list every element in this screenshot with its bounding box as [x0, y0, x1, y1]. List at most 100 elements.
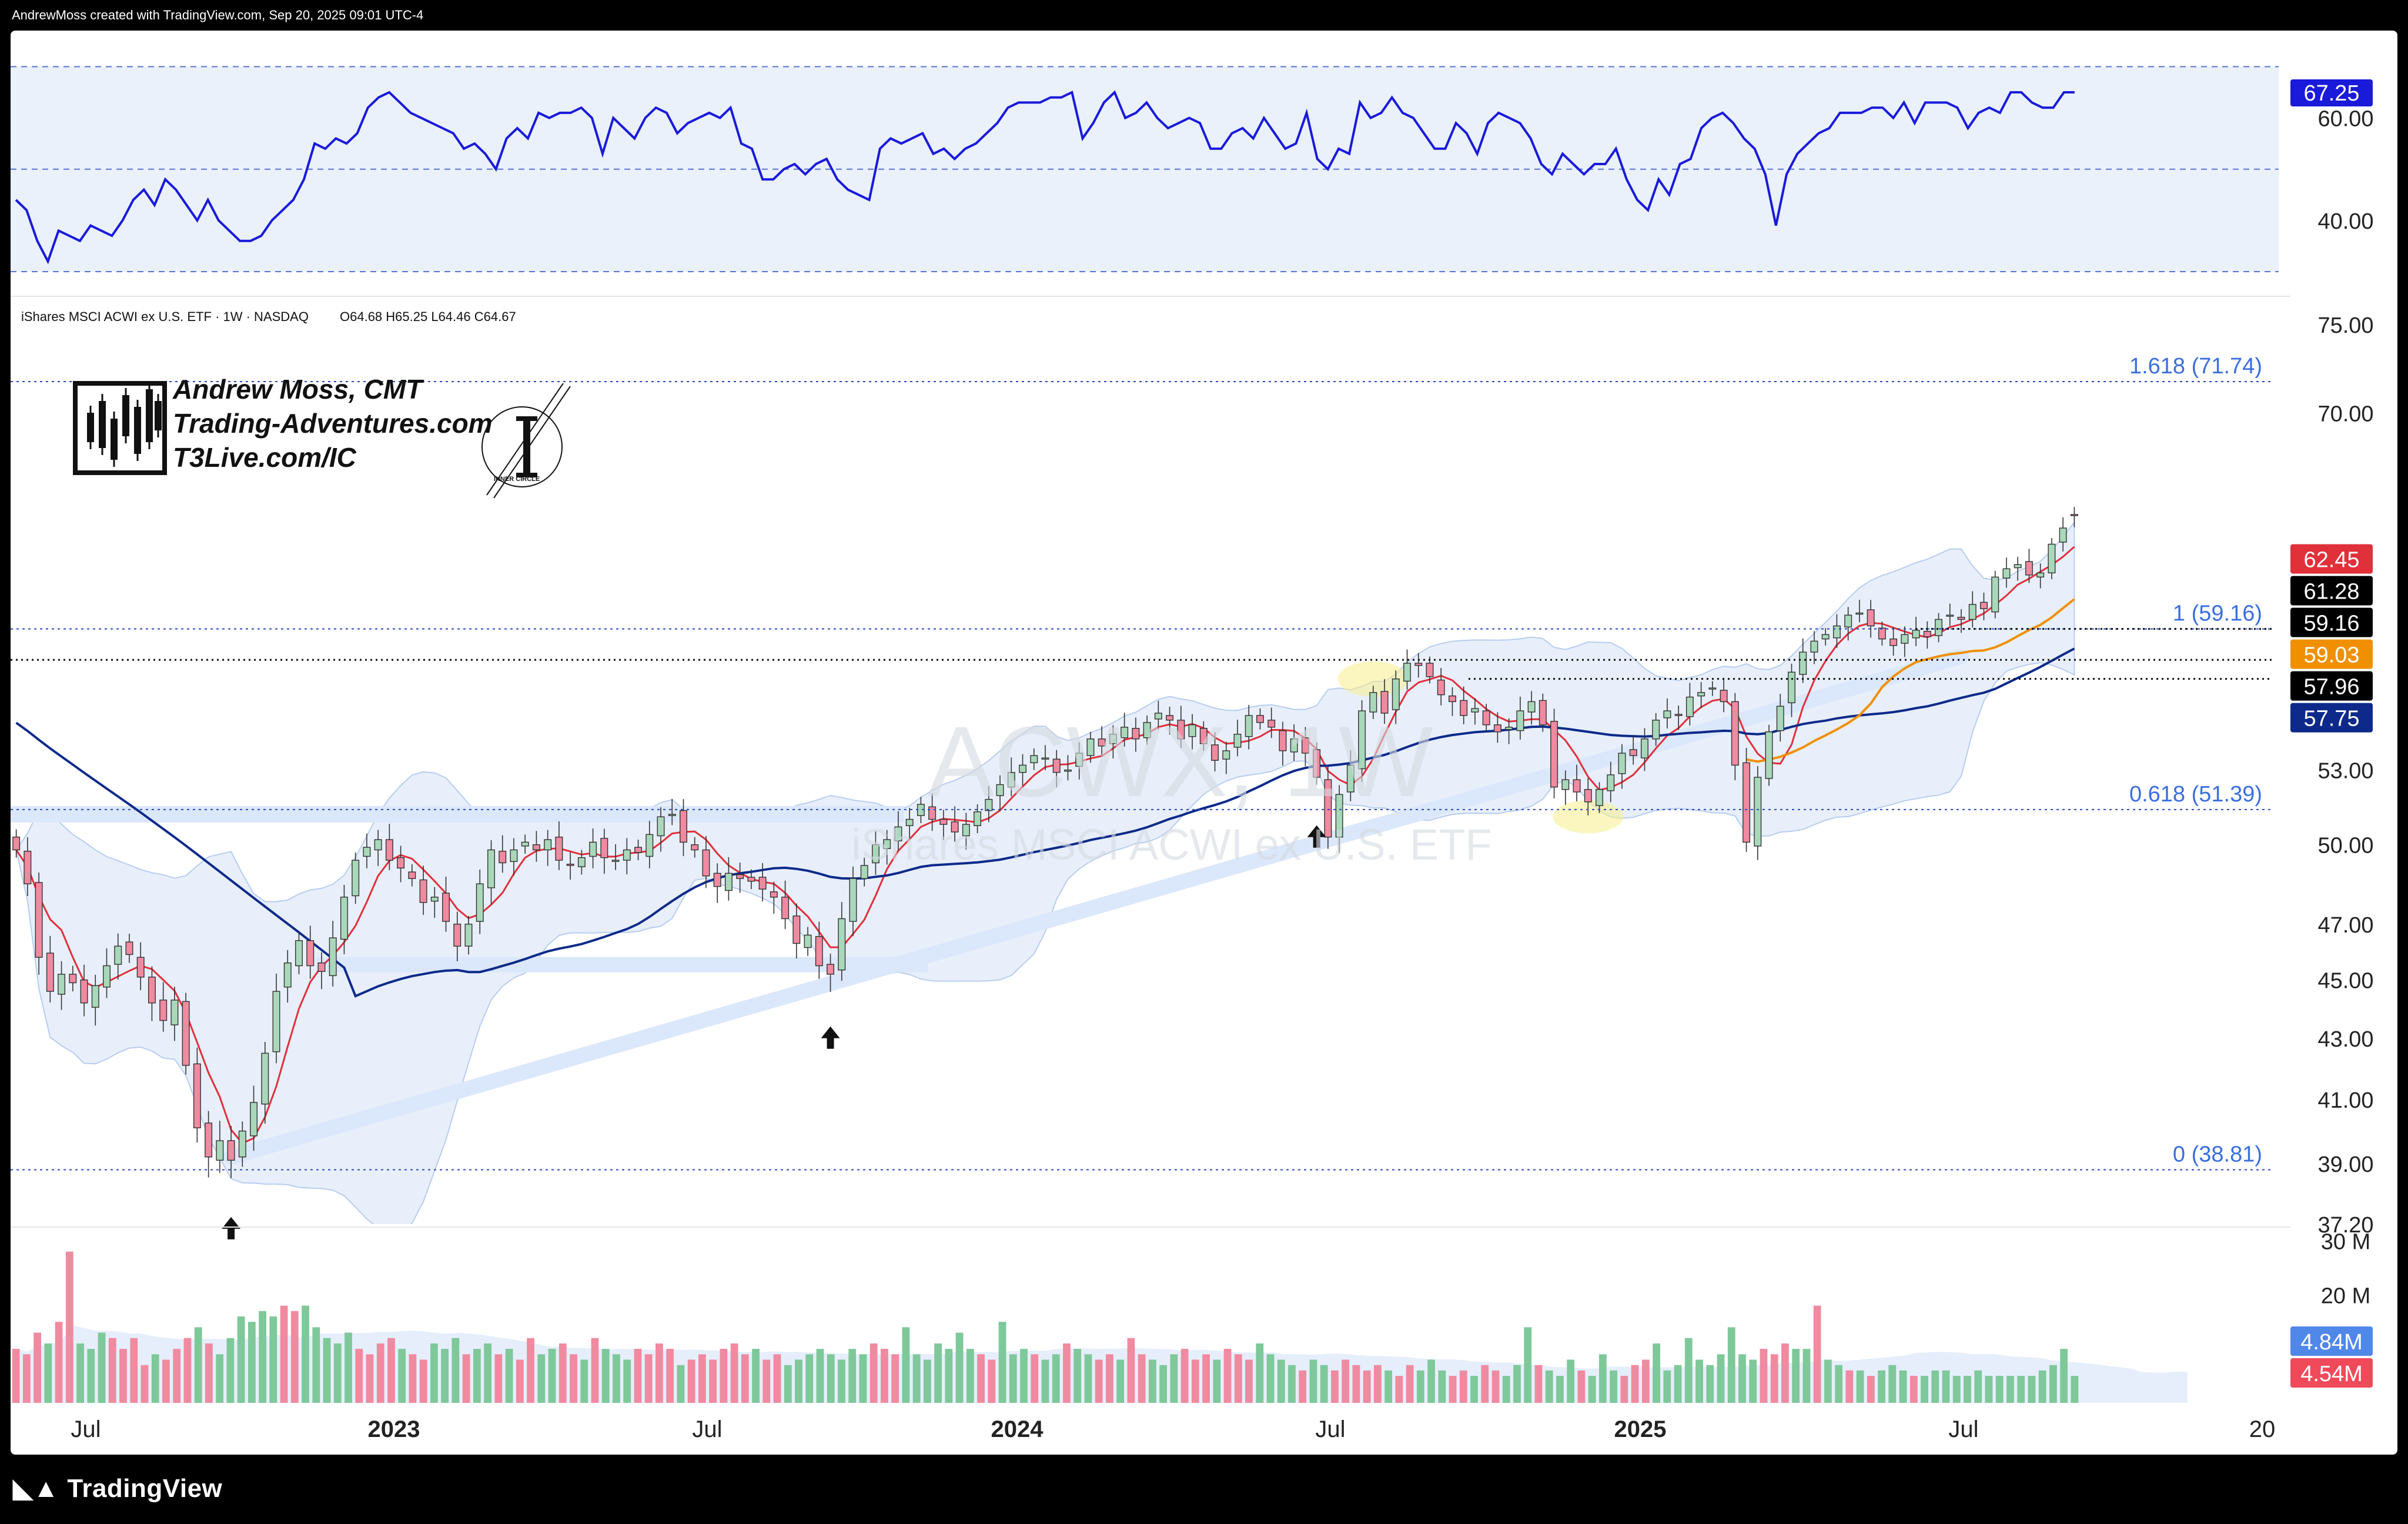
candle-body — [1052, 758, 1061, 773]
volume-bar — [1824, 1359, 1832, 1403]
candle-body — [804, 934, 812, 948]
legend-symbol: iShares MSCI ACWI ex U.S. ETF · 1W · NAS… — [21, 309, 309, 324]
candle-body — [724, 873, 733, 891]
candle-body — [103, 965, 111, 988]
volume-bar — [1995, 1376, 2004, 1403]
candle-body — [872, 844, 879, 864]
volume-bar — [1106, 1354, 1113, 1403]
candle-body — [1946, 614, 1954, 617]
candle-body — [1188, 724, 1196, 737]
volume-bar — [816, 1349, 824, 1403]
volume-bar — [130, 1338, 138, 1403]
candle-body — [2025, 561, 2033, 576]
candle-body — [1222, 750, 1230, 760]
candle-body — [1821, 634, 1830, 640]
candle-body — [136, 957, 145, 978]
candle-body — [1652, 720, 1660, 740]
volume-bar — [162, 1359, 170, 1403]
volume-bar — [205, 1343, 213, 1403]
volume-bar — [1127, 1338, 1135, 1403]
candle-body — [12, 836, 21, 851]
volume-bar — [1878, 1370, 1885, 1403]
volume-value-badge — [2290, 1358, 2373, 1388]
candle-body — [974, 811, 982, 826]
volume-bar — [333, 1343, 342, 1403]
candle-body — [747, 877, 755, 882]
volume-bar — [1213, 1359, 1221, 1403]
volume-bar — [1610, 1370, 1618, 1403]
volume-bar — [591, 1338, 599, 1403]
volume-bar — [1888, 1365, 1897, 1403]
volume-bar — [1320, 1365, 1328, 1403]
tradingview-logo[interactable]: ◣▲ TradingView — [13, 1473, 222, 1503]
chart-canvas[interactable]: 1.618 (71.74) 1 (59.16) 0.618 (51.39) 0 (38… — [11, 31, 2397, 1455]
candle-body — [238, 1130, 246, 1158]
volume-bar — [1717, 1354, 1725, 1403]
candle-body — [736, 874, 744, 879]
time-axis-label: 20 — [2249, 1416, 2276, 1442]
volume-bar — [2060, 1349, 2068, 1403]
candle-body — [1663, 710, 1671, 718]
volume-bar — [1802, 1349, 1811, 1403]
volume-bar — [570, 1354, 577, 1403]
author-site-2: T3Live.com/IC — [173, 442, 357, 473]
volume-bar — [34, 1332, 41, 1403]
volume-bar — [1180, 1349, 1189, 1403]
chart-panel[interactable]: 1.618 (71.74) 1 (59.16) 0.618 (51.39) 0 (38… — [11, 31, 2397, 1455]
volume-bar — [1138, 1354, 1146, 1403]
candle-body — [148, 977, 156, 1004]
volume-bar — [119, 1349, 127, 1403]
volume-bar — [1245, 1359, 1253, 1403]
candle-body — [430, 897, 439, 902]
volume-bar — [1792, 1349, 1800, 1403]
volume-bar — [1845, 1370, 1854, 1403]
volume-bar — [558, 1343, 567, 1403]
candle-body — [1765, 731, 1773, 779]
volume-bar — [1481, 1365, 1489, 1403]
volume-axis-label: 30 M — [2321, 1229, 2370, 1254]
candle-body — [1685, 696, 1694, 717]
volume-bar — [1513, 1365, 1521, 1403]
volume-bar — [687, 1359, 695, 1403]
candle-body — [521, 841, 529, 847]
price-value-badge — [2290, 544, 2373, 574]
volume-bar — [323, 1338, 331, 1403]
price-axis[interactable]: 60.00 40.00 67.25 75.00 70.00 53.00 50.00 47.00… — [2290, 79, 2374, 1388]
candle-body — [1313, 749, 1321, 778]
volume-bar — [698, 1354, 706, 1403]
candle-body — [170, 1000, 179, 1025]
volume-bar — [302, 1305, 309, 1403]
candle-body — [80, 979, 88, 1004]
volume-bar — [634, 1349, 642, 1403]
candle-body — [827, 964, 835, 975]
candle-body — [1573, 779, 1581, 793]
watermark-name: iShares MSCI ACWI ex U.S. ETF — [851, 820, 1492, 869]
candle-body — [1437, 679, 1445, 696]
candle-body — [1267, 720, 1276, 728]
support-band — [11, 806, 904, 823]
volume-bar — [1641, 1359, 1650, 1403]
volume-bar — [923, 1359, 931, 1403]
volume-value-badge — [2290, 1326, 2373, 1356]
volume-bar — [1438, 1370, 1446, 1403]
candle-body — [2059, 527, 2067, 543]
time-axis-label: 2024 — [991, 1416, 1044, 1442]
price-value-badge — [2290, 607, 2373, 637]
logo-candle-body — [87, 413, 94, 442]
candle-body — [1935, 619, 1943, 636]
volume-bar — [1299, 1370, 1307, 1403]
candle-body — [555, 836, 563, 861]
volume-bar — [644, 1354, 653, 1403]
volume-bar — [376, 1343, 384, 1403]
candle-body — [1143, 722, 1151, 738]
candle-body — [1550, 721, 1558, 788]
volume-pane — [12, 1251, 2188, 1403]
volume-bar — [1781, 1343, 1789, 1403]
candle-body — [2002, 568, 2011, 579]
candle-body — [510, 849, 518, 862]
candle-body — [905, 818, 914, 826]
volume-bar — [1663, 1370, 1671, 1403]
time-axis[interactable]: Jul 2023 Jul 2024 Jul 2025 Jul 20 — [71, 1416, 2275, 1442]
volume-bar — [141, 1365, 149, 1403]
volume-bar — [409, 1354, 417, 1403]
